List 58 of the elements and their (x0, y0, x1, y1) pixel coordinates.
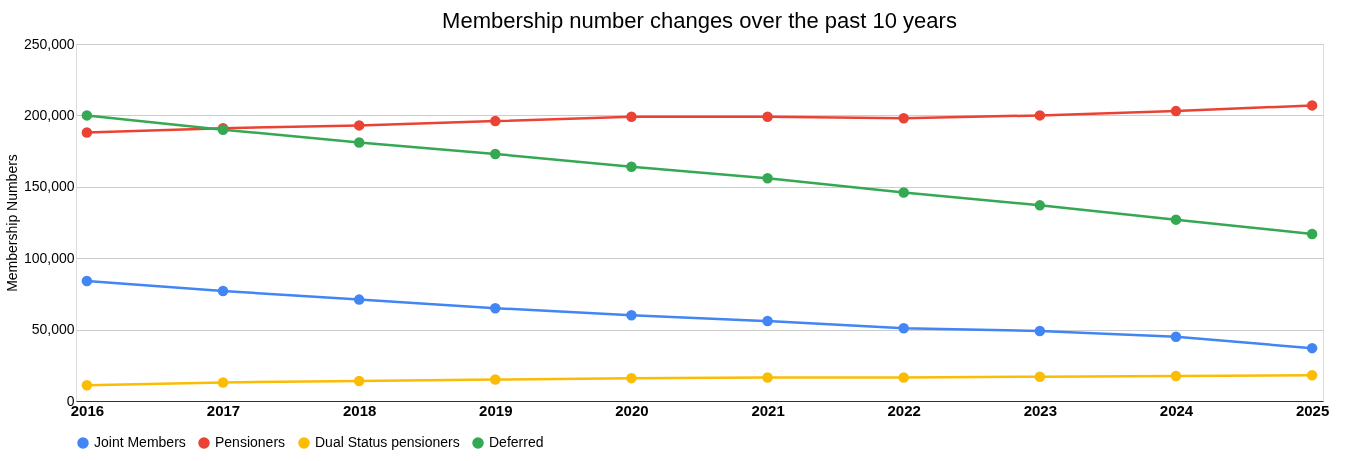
x-tick-label: 2020 (615, 401, 649, 419)
x-tick-label: 2025 (1295, 401, 1330, 419)
y-tick-label: 150,000 (23, 178, 75, 195)
point (626, 161, 637, 173)
x-tick-label: 2023 (1023, 401, 1058, 419)
x-tick-label: 2017 (206, 401, 241, 419)
point (1306, 228, 1318, 240)
point (490, 374, 501, 385)
y-tick-label: 100,000 (23, 249, 75, 266)
point (1034, 371, 1046, 382)
y-axis-title: Membership Numbers (3, 154, 20, 292)
point (217, 377, 229, 388)
legend-label: Joint Members (94, 434, 186, 450)
point (1170, 331, 1182, 342)
point (81, 380, 93, 391)
point (217, 285, 229, 297)
x-tick-label: 2024 (1159, 401, 1194, 419)
y-tick-label: 250,000 (23, 35, 75, 52)
point (898, 322, 909, 334)
point (898, 187, 909, 198)
point (1034, 110, 1046, 121)
x-tick-label: 2021 (751, 401, 785, 419)
point (762, 315, 773, 327)
y-tick-label: 200,000 (23, 106, 75, 123)
legend-label: Pensioners (215, 434, 286, 450)
point (762, 111, 773, 123)
point (898, 113, 909, 124)
point (81, 275, 93, 287)
point (353, 120, 365, 131)
point (626, 111, 637, 123)
point (1170, 214, 1182, 225)
x-tick-label: 2018 (342, 401, 377, 419)
point (898, 372, 909, 383)
point (353, 294, 365, 305)
point (490, 302, 501, 314)
y-tick-label: 50,000 (31, 321, 75, 338)
point (1034, 325, 1046, 337)
point (81, 127, 93, 138)
point (490, 148, 501, 160)
point (1306, 342, 1318, 354)
point (762, 372, 773, 383)
legend-label: Deferred (489, 434, 544, 450)
point (353, 375, 365, 387)
x-tick-label: 2022 (887, 401, 921, 419)
point (353, 137, 365, 148)
point (1306, 370, 1318, 381)
point (490, 115, 501, 127)
point (1170, 105, 1182, 117)
point (1306, 100, 1318, 111)
point (626, 310, 637, 321)
point (1034, 200, 1046, 211)
point (626, 372, 637, 384)
chart-title: Membership number changes over the past 10 years (442, 8, 957, 33)
legend-label: Dual Status pensioners (315, 434, 460, 450)
point (762, 173, 773, 184)
point (1170, 370, 1182, 382)
x-tick-label: 2019 (479, 401, 513, 419)
point (81, 110, 93, 121)
